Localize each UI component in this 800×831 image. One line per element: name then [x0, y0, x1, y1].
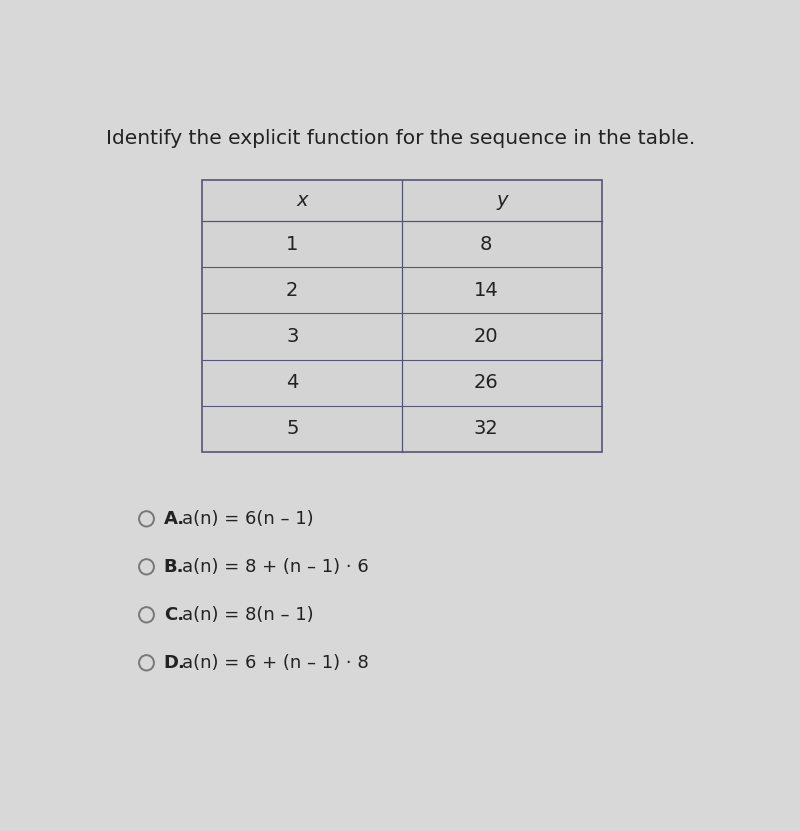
Text: x: x — [297, 191, 308, 210]
Text: 20: 20 — [474, 327, 498, 346]
Bar — [202, 179, 602, 452]
Text: 8: 8 — [480, 235, 493, 253]
Text: B.: B. — [164, 558, 184, 576]
Text: D.: D. — [164, 654, 186, 671]
Text: 4: 4 — [286, 373, 298, 392]
Bar — [202, 179, 602, 452]
Text: 32: 32 — [474, 419, 498, 438]
Text: A.: A. — [164, 510, 185, 528]
Text: a(n) = 6(n – 1): a(n) = 6(n – 1) — [182, 510, 314, 528]
Text: 14: 14 — [474, 281, 498, 300]
Text: y: y — [497, 191, 508, 210]
Text: 1: 1 — [286, 235, 298, 253]
Text: 26: 26 — [474, 373, 498, 392]
Text: 5: 5 — [286, 419, 298, 438]
Text: a(n) = 6 + (n – 1) · 8: a(n) = 6 + (n – 1) · 8 — [182, 654, 370, 671]
Text: 3: 3 — [286, 327, 298, 346]
Text: 2: 2 — [286, 281, 298, 300]
Text: a(n) = 8 + (n – 1) · 6: a(n) = 8 + (n – 1) · 6 — [182, 558, 370, 576]
Text: a(n) = 8(n – 1): a(n) = 8(n – 1) — [182, 606, 314, 624]
Text: Identify the explicit function for the sequence in the table.: Identify the explicit function for the s… — [106, 129, 695, 148]
Text: C.: C. — [164, 606, 184, 624]
